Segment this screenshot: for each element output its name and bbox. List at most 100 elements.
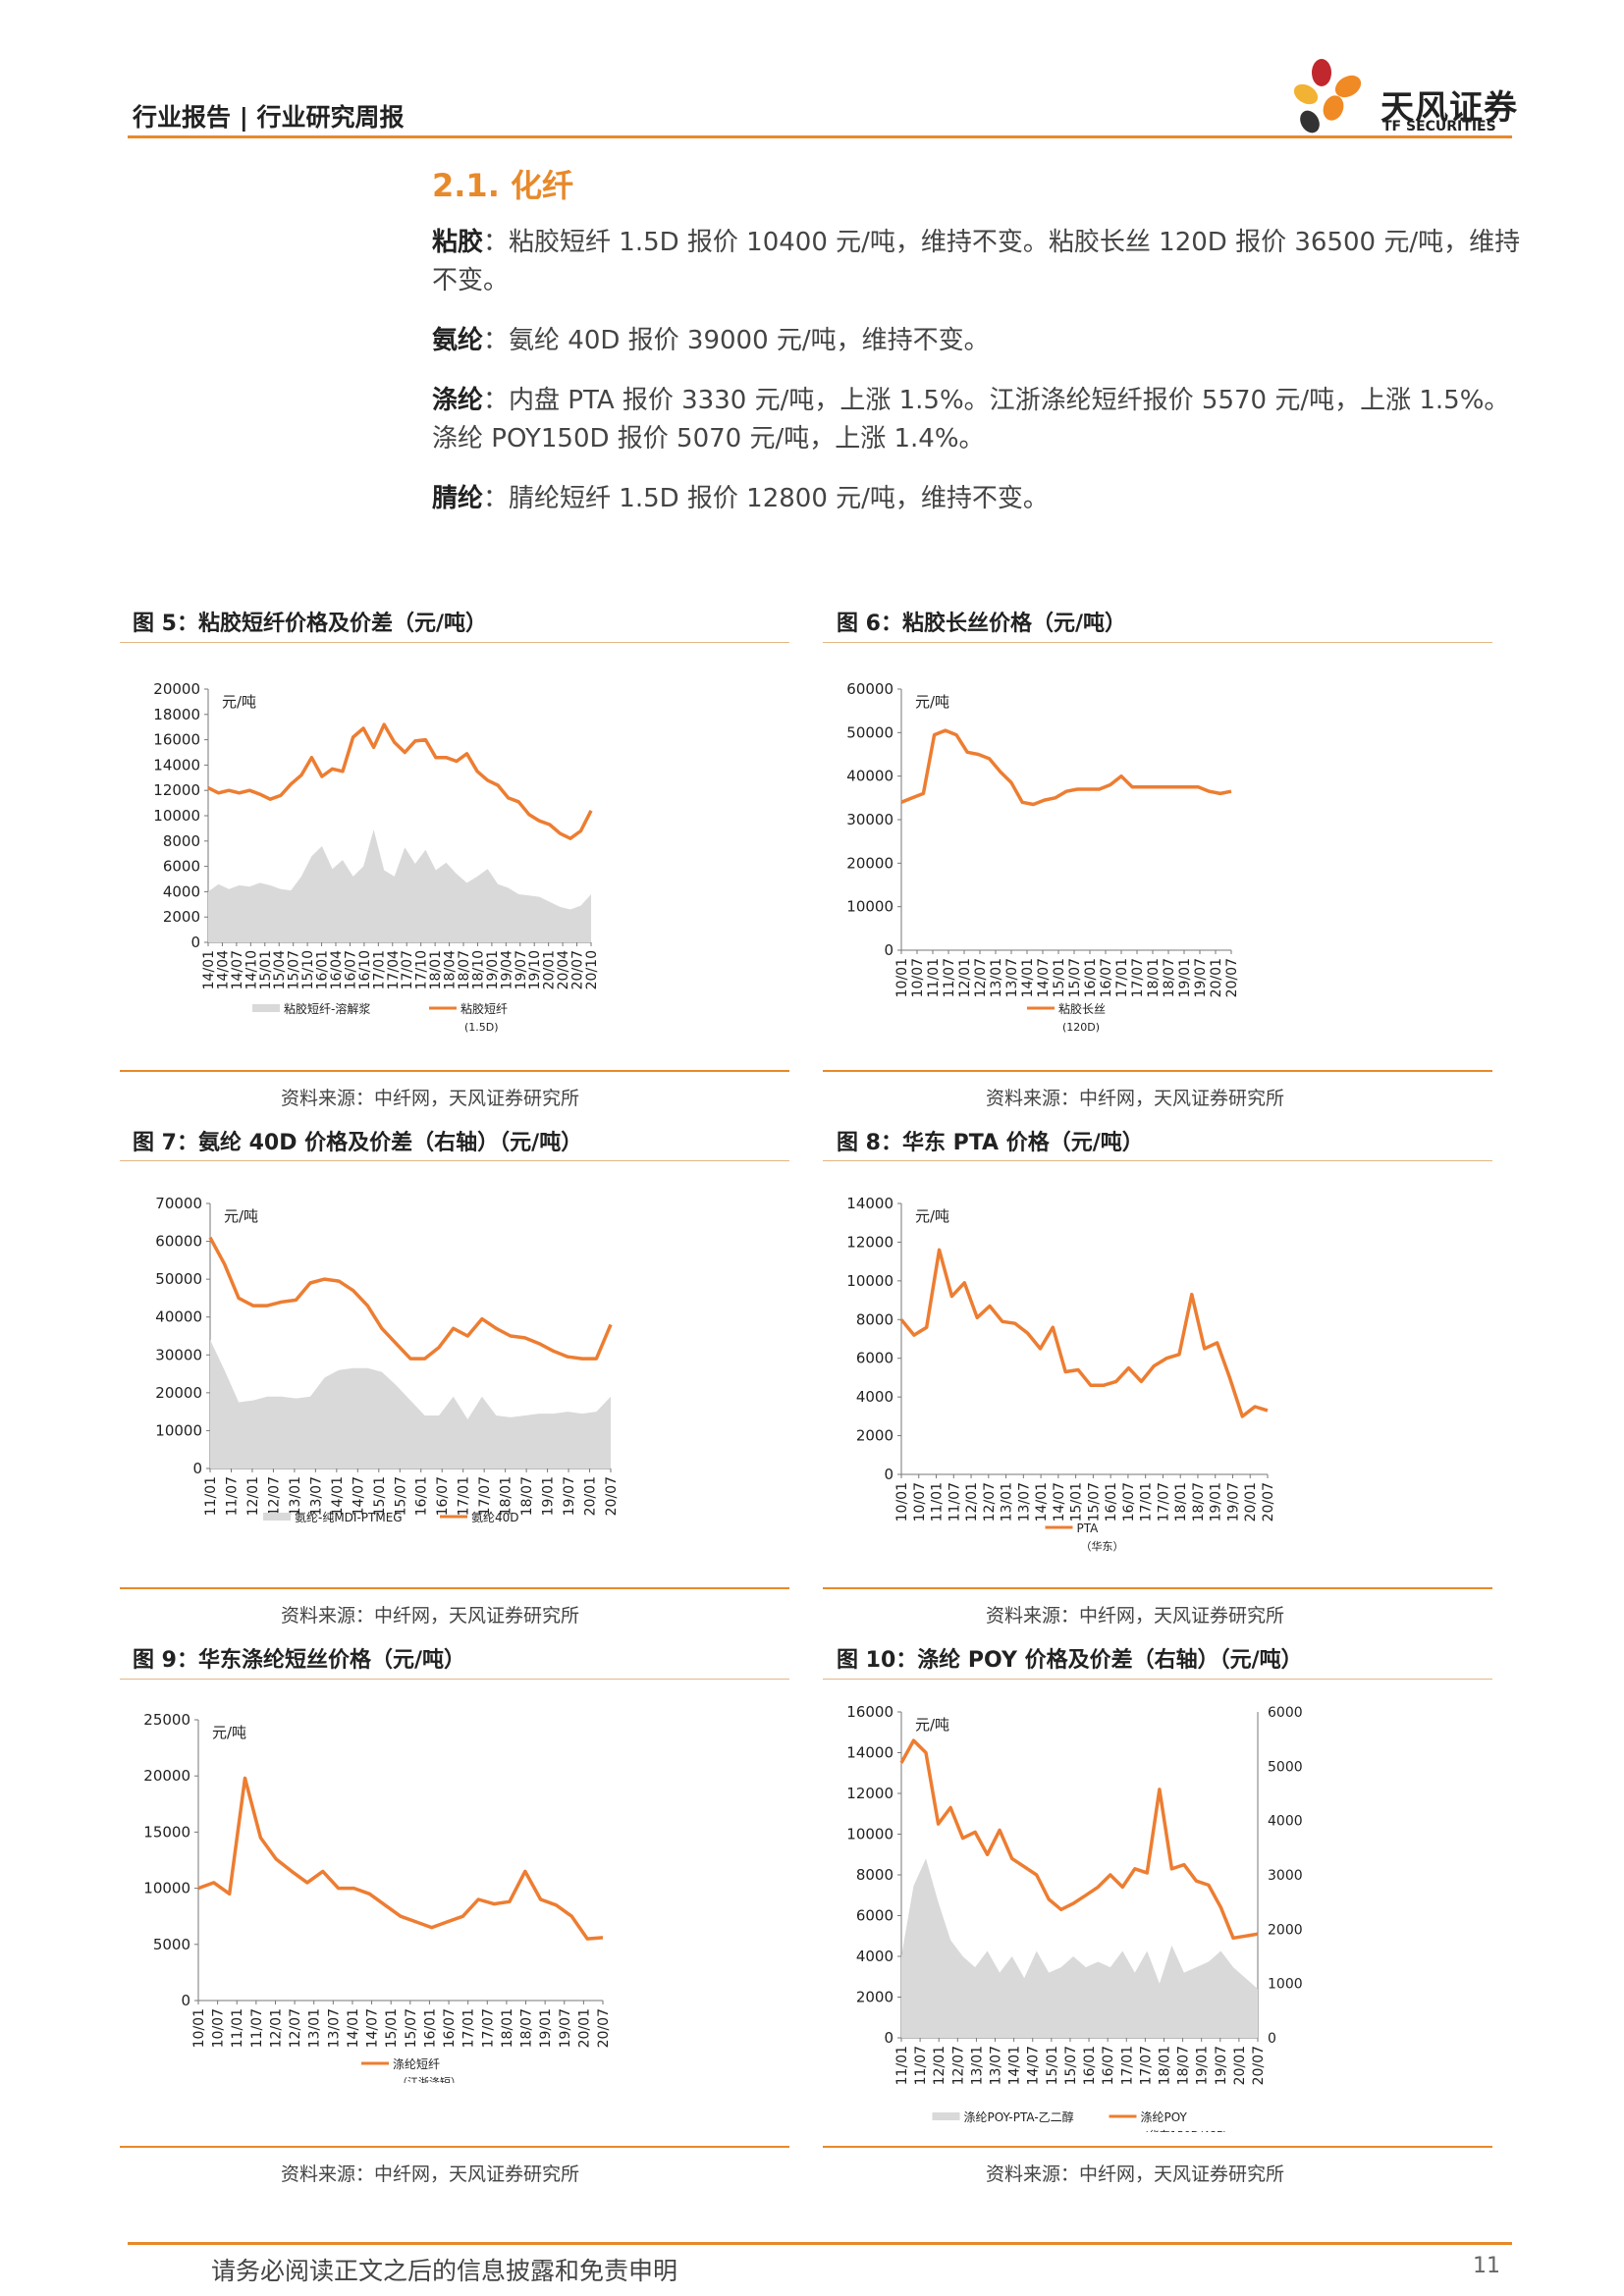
x-tick-label: 18/01 — [1157, 2046, 1172, 2085]
x-tick-label: 15/10 — [300, 950, 316, 989]
y-tick-label: 10000 — [153, 807, 200, 825]
x-tick-label: 11/07 — [249, 2008, 265, 2048]
legend-sublabel: (华东150D/48F) — [1145, 2128, 1227, 2132]
x-tick-label: 14/07 — [1036, 958, 1052, 997]
x-tick-label: 13/07 — [326, 2008, 342, 2048]
legend-sublabel: (120D) — [1062, 1021, 1100, 1034]
x-tick-label: 14/01 — [330, 1476, 346, 1516]
x-tick-label: 15/01 — [384, 2008, 400, 2048]
x-tick-label: 20/01 — [1232, 2046, 1248, 2085]
unit-label: 元/吨 — [224, 1207, 258, 1225]
x-tick-label: 19/01 — [538, 2008, 554, 2048]
chart-spandex-40d: 0 10000 20000 30000 40000 50000 60000 70000 元/吨 1… — [155, 1195, 620, 1524]
x-tick-label: 12/07 — [982, 1482, 998, 1522]
x-tick-label: 18/07 — [457, 950, 472, 989]
y-tick-label: 0 — [884, 941, 893, 959]
y-tick-label: 10000 — [155, 1421, 202, 1439]
figure-7-title: 图 7：氨纶 40D 价格及价差（右轴）（元/吨） — [133, 1131, 583, 1155]
logo-chinese-name: 天风证券 — [1380, 88, 1518, 128]
figure-8-bottom-rule — [823, 1587, 1492, 1589]
y-tick-label: 40000 — [846, 768, 893, 785]
series-line-1 — [207, 722, 593, 840]
x-tick-label: 20/01 — [542, 950, 558, 989]
y-tick-label: 16000 — [153, 731, 200, 749]
y-tick-label: 8000 — [856, 1310, 893, 1328]
x-tick-label: 15/07 — [1086, 1482, 1102, 1522]
y-tick-label: 0 — [884, 1466, 893, 1483]
x-tick-label: 16/07 — [1121, 1482, 1137, 1522]
x-tick-label: 14/07 — [1052, 1482, 1067, 1522]
y-tick-label: 14000 — [153, 756, 200, 774]
y-tick-label: 20000 — [846, 854, 893, 872]
x-tick-label: 13/01 — [969, 2046, 985, 2085]
y-tick-label: 2000 — [856, 1989, 893, 2006]
x-tick-label: 15/01 — [372, 1476, 388, 1516]
legend-label: 涤纶短纤 — [393, 2057, 440, 2071]
x-tick-label: 20/07 — [1224, 958, 1240, 997]
footer-divider — [128, 2242, 1512, 2245]
unit-label: 元/吨 — [915, 1207, 949, 1225]
figure-6-title: 图 6：粘胶长丝价格（元/吨） — [837, 612, 1127, 636]
x-tick-label: 12/01 — [964, 1482, 980, 1522]
unit-label: 元/吨 — [212, 1724, 246, 1741]
x-tick-label: 13/07 — [1016, 1482, 1032, 1522]
x-tick-label: 12/01 — [268, 2008, 284, 2048]
x-tick-label: 16/01 — [315, 950, 331, 989]
x-tick-label: 13/01 — [989, 958, 1004, 997]
x-tick-label: 20/01 — [576, 2008, 592, 2048]
y-tick-label: 15000 — [143, 1823, 190, 1841]
x-tick-label: 16/07 — [442, 2008, 458, 2048]
unit-label: 元/吨 — [222, 693, 256, 711]
legend-swatch — [932, 2112, 960, 2120]
legend-sublabel: (1.5D) — [464, 1021, 499, 1034]
y-tick-label: 8000 — [856, 1866, 893, 1884]
y-tick-label: 0 — [192, 1460, 202, 1477]
x-tick-label: 10/07 — [211, 2008, 227, 2048]
x-tick-label: 14/01 — [1007, 2046, 1023, 2085]
figure-5-top-rule — [120, 642, 789, 643]
series-line-0 — [197, 1776, 604, 1941]
x-tick-label: 15/01 — [258, 950, 274, 989]
x-tick-label: 13/01 — [288, 1476, 303, 1516]
x-tick-label: 10/07 — [912, 1482, 928, 1522]
x-tick-label: 19/01 — [1177, 958, 1193, 997]
x-tick-label: 16/01 — [422, 2008, 438, 2048]
x-tick-label: 12/07 — [266, 1476, 282, 1516]
series-line-0 — [900, 728, 1232, 807]
figure-7-source: 资料来源：中纤网，天风证券研究所 — [281, 1605, 580, 1627]
x-tick-label: 14/10 — [244, 950, 259, 989]
x-tick-label: 14/07 — [365, 2008, 381, 2048]
y-tick-label: 10000 — [846, 898, 893, 916]
figure-5-title: 图 5：粘胶短纤价格及价差（元/吨） — [133, 612, 488, 636]
y-tick-label: 2000 — [856, 1427, 893, 1445]
paragraph-acrylic: 腈纶：腈纶短纤 1.5D 报价 12800 元/吨，维持不变。 — [432, 484, 1049, 513]
x-tick-label: 20/01 — [583, 1476, 599, 1516]
x-tick-label: 20/07 — [1261, 1482, 1276, 1522]
x-tick-label: 15/07 — [287, 950, 302, 989]
x-tick-label: 10/01 — [894, 1482, 910, 1522]
legend-label: 氨纶-纯MDI-PTMEG — [295, 1511, 403, 1524]
x-tick-label: 11/01 — [930, 1482, 946, 1522]
x-tick-label: 18/01 — [428, 950, 444, 989]
figure-8-title: 图 8：华东 PTA 价格（元/吨） — [837, 1131, 1144, 1155]
x-tick-label: 15/04 — [272, 950, 288, 989]
y-tick-label: 12000 — [846, 1785, 893, 1802]
y-tick-label: 4000 — [163, 882, 200, 900]
x-tick-label: 20/07 — [570, 950, 586, 989]
x-tick-label: 17/01 — [371, 950, 387, 989]
x-tick-label: 17/04 — [386, 950, 402, 989]
x-tick-label: 10/07 — [910, 958, 926, 997]
footer-disclaimer: 请务必阅读正文之后的信息披露和免责申明 — [211, 2257, 678, 2285]
chart-pta-east-china: 0 2000 4000 6000 8000 10000 12000 14000 元/吨 10/01… — [846, 1195, 1276, 1553]
x-tick-label: 11/01 — [203, 1476, 219, 1516]
x-tick-label: 17/01 — [1139, 1482, 1155, 1522]
x-tick-label: 16/01 — [414, 1476, 430, 1516]
x-tick-label: 17/07 — [400, 950, 415, 989]
x-tick-label: 19/07 — [1225, 1482, 1241, 1522]
x-tick-label: 11/01 — [926, 958, 942, 997]
figure-8-source: 资料来源：中纤网，天风证券研究所 — [986, 1605, 1285, 1627]
x-tick-label: 18/07 — [519, 1476, 535, 1516]
y-tick-label: 2000 — [163, 908, 200, 926]
y-tick-label: 30000 — [155, 1346, 202, 1363]
